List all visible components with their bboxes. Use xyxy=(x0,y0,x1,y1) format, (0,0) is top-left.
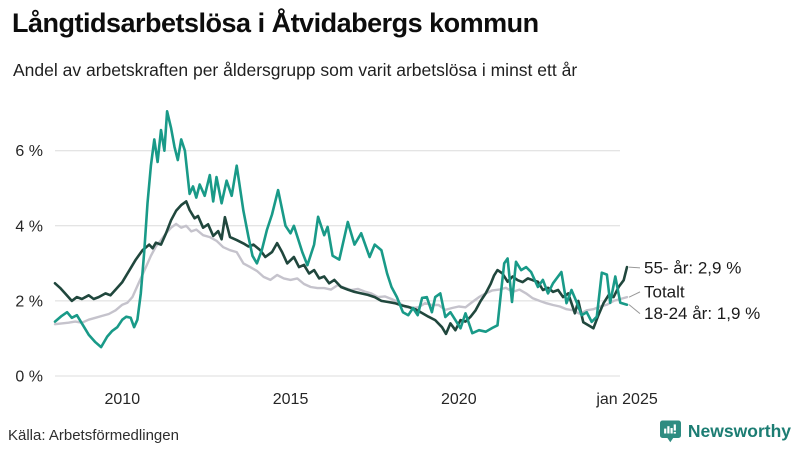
page-subtitle: Andel av arbetskraften per åldersgrupp s… xyxy=(13,60,578,80)
label-connector xyxy=(628,304,641,315)
series-line-totalt xyxy=(53,222,629,326)
y-tick-label: 0 % xyxy=(15,369,43,386)
brand-name: Newsworthy xyxy=(687,421,791,441)
y-tick-label: 2 % xyxy=(15,293,43,310)
series-end-label-totalt: Totalt xyxy=(644,282,685,301)
series-end-label-55: 55- år: 2,9 % xyxy=(644,258,741,277)
chart-canvas: 0 % 2 % 4 % 6 % 2010 2015 2020 jan 2025 Totalt 55… xyxy=(15,109,760,408)
series-line-55 xyxy=(53,200,629,336)
x-tick-label: 2010 xyxy=(105,391,141,408)
page-title: Långtidsarbetslösa i Åtvidabergs kommun xyxy=(12,8,539,38)
source-note: Källa: Arbetsförmedlingen xyxy=(8,427,179,444)
y-tick-label: 4 % xyxy=(15,218,43,235)
newsworthy-brand: Newsworthy xyxy=(659,419,791,444)
x-tick-label: 2015 xyxy=(273,391,309,408)
newsworthy-logo-icon xyxy=(659,420,681,443)
label-connector xyxy=(629,266,641,269)
x-tick-label: jan 2025 xyxy=(595,391,657,408)
series-line-1824 xyxy=(53,109,629,349)
series-end-label-1824: 18-24 år: 1,9 % xyxy=(644,304,760,323)
y-tick-label: 6 % xyxy=(15,143,43,160)
label-connector xyxy=(628,291,641,298)
x-tick-label: 2020 xyxy=(441,391,477,408)
